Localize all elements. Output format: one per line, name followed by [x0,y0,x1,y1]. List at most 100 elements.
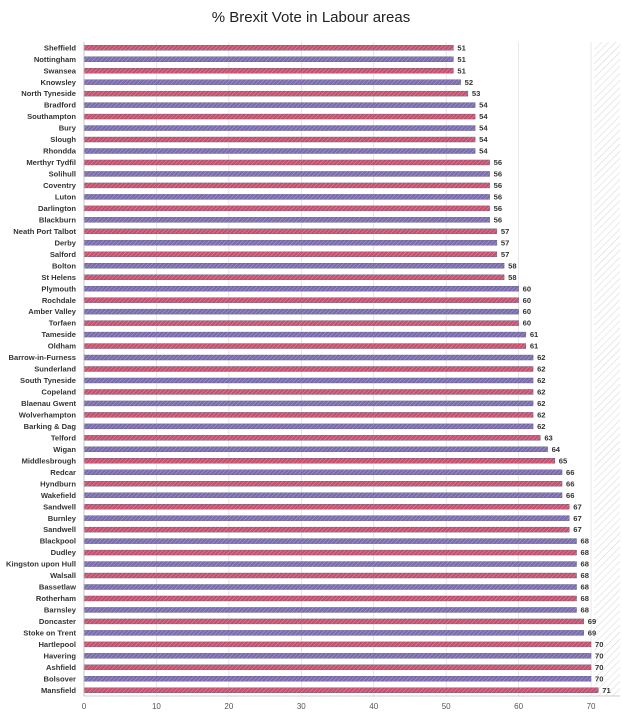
bar-hatch [84,320,519,326]
bar-hatch [84,263,505,269]
bar-hatch [84,159,490,165]
value-label: 52 [465,78,473,87]
category-label: Stoke on Trent [23,628,76,637]
bar-hatch [84,171,490,177]
bar-hatch [84,102,476,108]
value-label: 68 [581,594,589,603]
value-label: 67 [573,502,581,511]
value-label: 56 [494,181,502,190]
value-label: 71 [602,686,611,695]
value-label: 60 [523,307,531,316]
value-label: 62 [537,365,545,374]
value-label: 65 [559,456,568,465]
value-label: 69 [588,628,596,637]
category-label: Copeland [41,388,76,397]
value-label: 66 [566,468,574,477]
value-label: 70 [595,663,603,672]
value-label: 56 [494,158,502,167]
category-label: Sunderland [34,365,76,374]
bar-hatch [84,653,592,659]
bar-hatch [84,515,570,521]
value-label: 57 [501,250,509,259]
category-label: Swansea [43,66,76,75]
x-tick-label: 30 [297,702,306,711]
category-label: Derby [54,238,76,247]
value-label: 57 [501,227,509,236]
bar-hatch [84,561,577,567]
category-label: South Tyneside [20,376,76,385]
value-label: 67 [573,514,581,523]
bar-hatch [84,137,476,143]
value-label: 51 [457,43,466,52]
bar-hatch [84,538,577,544]
value-label: 53 [472,89,480,98]
bar-hatch [84,125,476,131]
bar-hatch [84,217,490,223]
plot-hatch-area [594,42,620,696]
bar-hatch [84,114,476,120]
bar-hatch [84,584,577,590]
bar-hatch [84,286,519,292]
bar-hatch [84,618,584,624]
bar-hatch [84,91,468,97]
bar-hatch [84,240,497,246]
value-label: 56 [494,170,502,179]
bar-hatch [84,446,548,452]
bar-hatch [84,343,526,349]
bar-hatch [84,274,505,280]
bar-hatch [84,550,577,556]
category-label: Blackburn [39,215,76,224]
category-label: Neath Port Talbot [13,227,76,236]
value-label: 60 [523,296,531,305]
bar-hatch [84,423,534,429]
value-label: 68 [581,583,589,592]
value-label: 62 [537,388,545,397]
bar-hatch [84,332,526,338]
value-label: 56 [494,192,502,201]
bar-hatch [84,400,534,406]
category-label: Sheffield [44,43,76,52]
category-label: Wolverhampton [19,410,77,419]
category-label: Rhondda [43,147,77,156]
category-label: Rochdale [42,296,76,305]
bar-hatch [84,687,599,693]
bar-hatch [84,228,497,234]
value-label: 61 [530,342,539,351]
bar-hatch [84,630,584,636]
value-label: 54 [479,147,488,156]
value-label: 68 [581,606,589,615]
category-label: Kingston upon Hull [6,560,76,569]
category-label: Walsall [50,571,76,580]
value-label: 60 [523,284,531,293]
bar-hatch [84,148,476,154]
x-tick-label: 0 [82,702,87,711]
value-label: 62 [537,353,545,362]
bar-hatch [84,56,454,62]
bar-hatch [84,79,461,85]
category-label: Merthyr Tydfil [26,158,76,167]
value-label: 54 [479,135,488,144]
bar-hatch [84,435,541,441]
bar-hatch [84,573,577,579]
value-label: 56 [494,215,502,224]
category-label: Hartlepool [38,640,76,649]
value-label: 57 [501,238,509,247]
bar-hatch [84,595,577,601]
chart-title: % Brexit Vote in Labour areas [211,9,411,26]
bar-hatch [84,504,570,510]
bar-hatch [84,377,534,383]
bar-hatch [84,182,490,188]
category-label: Bassetlaw [39,583,76,592]
value-label: 68 [581,537,589,546]
category-label: St Helens [41,273,76,282]
value-label: 67 [573,525,581,534]
value-label: 58 [508,261,516,270]
category-label: Darlington [38,204,76,213]
category-label: Coventry [43,181,77,190]
value-label: 64 [552,445,561,454]
value-label: 70 [595,651,603,660]
category-label: Salford [50,250,77,259]
bar-hatch [84,664,592,670]
category-label: Blaenau Gwent [21,399,76,408]
